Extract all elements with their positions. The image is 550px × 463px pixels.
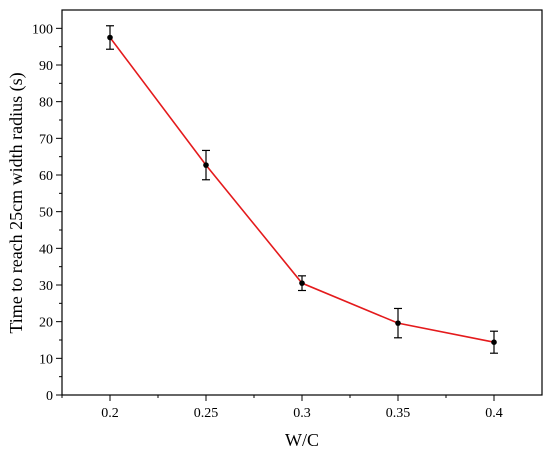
x-tick-label: 0.35	[386, 406, 411, 421]
series-line	[109, 37, 495, 343]
y-tick-label: 20	[39, 316, 53, 331]
y-tick-label: 100	[32, 22, 53, 37]
x-tick-label: 0.4	[485, 406, 503, 421]
y-tick-label: 30	[39, 279, 53, 294]
x-tick-label: 0.2	[101, 406, 119, 421]
data-point	[491, 339, 497, 346]
x-tick-label: 0.3	[293, 406, 311, 421]
y-tick-label: 70	[39, 132, 53, 147]
x-axis-label: W/C	[285, 430, 319, 450]
y-axis-label: Time to reach 25cm width radius (s)	[6, 72, 27, 333]
x-tick-label: 0.25	[194, 406, 219, 421]
y-tick-label: 10	[39, 352, 53, 367]
data-point	[107, 34, 113, 41]
y-tick-label: 90	[39, 59, 53, 74]
y-tick-label: 0	[46, 389, 53, 404]
y-axis-ticks: 0 10 20 30 40 50 60 70 80 90 100	[32, 22, 62, 404]
y-tick-label: 80	[39, 96, 53, 111]
data-point	[299, 280, 305, 286]
data-point	[203, 162, 209, 168]
y-tick-label: 40	[39, 242, 53, 257]
x-axis-ticks: 0.2 0.25 0.3 0.35 0.4	[61, 395, 503, 421]
y-tick-label: 60	[39, 169, 53, 184]
y-tick-label: 50	[39, 206, 53, 221]
series-layer	[106, 25, 498, 354]
data-point	[395, 320, 401, 326]
